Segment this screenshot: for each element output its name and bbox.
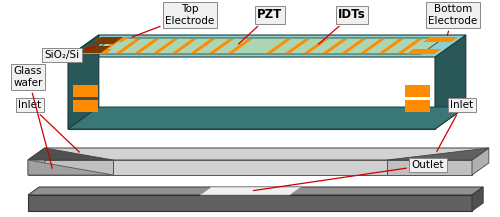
Text: IDTs: IDTs bbox=[318, 8, 366, 44]
Polygon shape bbox=[68, 35, 99, 129]
Polygon shape bbox=[172, 39, 197, 53]
Polygon shape bbox=[94, 37, 129, 42]
Polygon shape bbox=[323, 39, 347, 53]
Polygon shape bbox=[423, 37, 458, 42]
Polygon shape bbox=[472, 148, 489, 175]
Polygon shape bbox=[78, 46, 110, 53]
Text: Glass
wafer: Glass wafer bbox=[14, 66, 52, 168]
Polygon shape bbox=[190, 39, 216, 53]
Polygon shape bbox=[405, 85, 430, 97]
Polygon shape bbox=[135, 39, 160, 53]
Text: Bottom
Electrode: Bottom Electrode bbox=[428, 4, 478, 35]
Polygon shape bbox=[113, 160, 387, 175]
Polygon shape bbox=[28, 160, 113, 175]
Polygon shape bbox=[28, 195, 472, 211]
Polygon shape bbox=[304, 39, 328, 53]
Polygon shape bbox=[68, 115, 435, 129]
Text: Outlet: Outlet bbox=[254, 160, 444, 191]
Polygon shape bbox=[379, 39, 404, 53]
Polygon shape bbox=[286, 39, 310, 53]
Polygon shape bbox=[116, 39, 141, 53]
Polygon shape bbox=[266, 39, 291, 53]
Polygon shape bbox=[200, 187, 301, 195]
Text: Inlet: Inlet bbox=[18, 100, 80, 152]
Polygon shape bbox=[210, 39, 234, 53]
Polygon shape bbox=[91, 37, 123, 44]
Text: SiO₂/Si: SiO₂/Si bbox=[44, 47, 96, 60]
Polygon shape bbox=[406, 49, 441, 54]
Polygon shape bbox=[98, 39, 122, 53]
Polygon shape bbox=[435, 35, 466, 129]
Polygon shape bbox=[387, 148, 489, 160]
Polygon shape bbox=[360, 39, 385, 53]
Polygon shape bbox=[405, 100, 430, 112]
Polygon shape bbox=[73, 85, 98, 97]
Text: PZT: PZT bbox=[238, 8, 282, 44]
Polygon shape bbox=[77, 49, 112, 54]
Polygon shape bbox=[73, 100, 98, 112]
Polygon shape bbox=[28, 148, 45, 175]
Polygon shape bbox=[28, 148, 113, 160]
Polygon shape bbox=[387, 160, 472, 175]
Polygon shape bbox=[228, 39, 252, 53]
Text: Inlet: Inlet bbox=[436, 100, 474, 151]
Polygon shape bbox=[28, 160, 113, 175]
Polygon shape bbox=[154, 39, 178, 53]
Polygon shape bbox=[342, 39, 366, 53]
Text: Top
Electrode: Top Electrode bbox=[132, 4, 214, 37]
Polygon shape bbox=[68, 107, 466, 129]
Polygon shape bbox=[398, 39, 422, 53]
Polygon shape bbox=[90, 38, 444, 54]
Polygon shape bbox=[472, 187, 483, 211]
Polygon shape bbox=[28, 187, 483, 195]
Polygon shape bbox=[68, 35, 466, 57]
Polygon shape bbox=[28, 148, 489, 160]
